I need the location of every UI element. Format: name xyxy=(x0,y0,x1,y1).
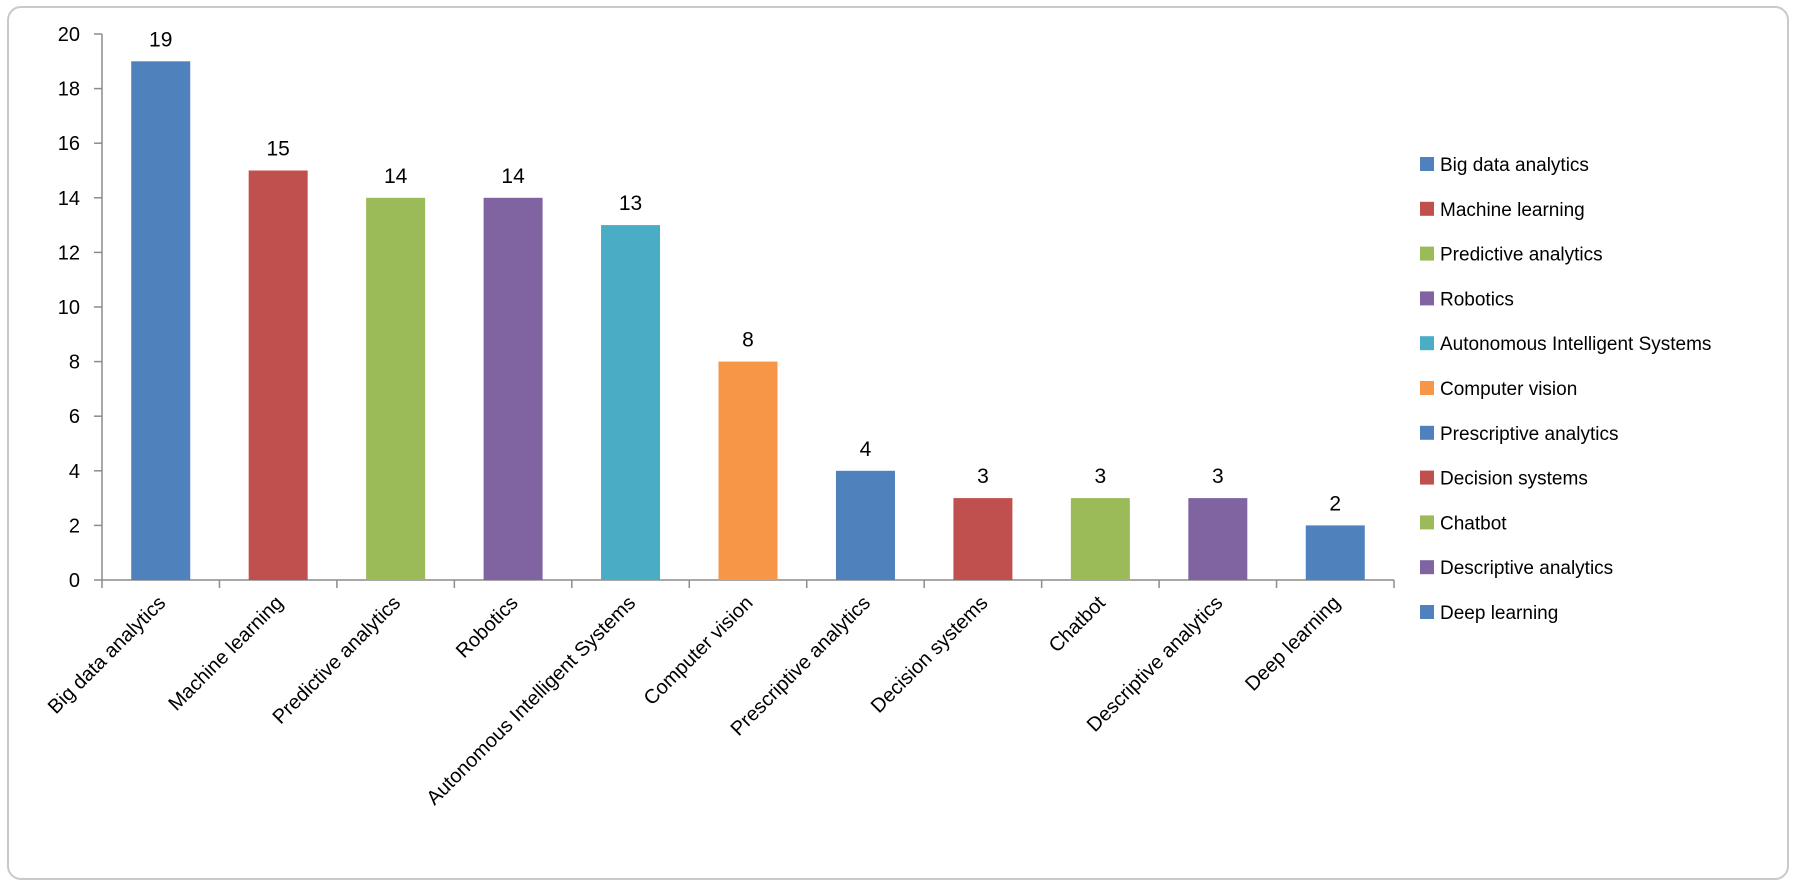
legend-swatch xyxy=(1420,381,1434,395)
y-tick-label: 12 xyxy=(58,242,80,264)
x-tick-label: Machine learning xyxy=(164,592,287,715)
bar xyxy=(1305,525,1365,580)
y-tick-label: 18 xyxy=(58,79,80,101)
y-tick-label: 6 xyxy=(69,406,80,428)
x-tick-label: Deep learning xyxy=(1241,592,1345,696)
x-tick-label: Predictive analytics xyxy=(269,592,406,729)
bar xyxy=(366,197,426,581)
legend-swatch xyxy=(1420,605,1434,619)
legend-label: Chatbot xyxy=(1440,513,1507,534)
x-tick-label: Autonomous Intelligent Systems xyxy=(423,592,641,810)
legend-label: Machine learning xyxy=(1440,200,1585,221)
data-label: 14 xyxy=(501,165,525,188)
legend-label: Robotics xyxy=(1440,289,1514,310)
legend-label: Computer vision xyxy=(1440,379,1577,400)
bar xyxy=(131,61,191,581)
data-label: 13 xyxy=(619,192,642,215)
data-label: 19 xyxy=(149,28,172,51)
legend-swatch xyxy=(1420,515,1434,530)
legend-swatch xyxy=(1420,336,1434,351)
y-tick-label: 10 xyxy=(58,297,80,319)
x-tick-label: Robotics xyxy=(452,592,523,663)
y-tick-label: 8 xyxy=(69,352,80,374)
bar xyxy=(601,225,661,580)
data-label: 14 xyxy=(384,165,408,188)
data-label: 3 xyxy=(1095,465,1107,488)
legend: Big data analytics Machine learning Predic… xyxy=(1420,155,1711,624)
tick-labels: 0 2 4 6 8 10 12 14 16 18 20 Big data analyticsMachi… xyxy=(44,24,1345,810)
legend-label: Descriptive analytics xyxy=(1440,558,1613,579)
legend-label: Deep learning xyxy=(1440,603,1558,624)
bar xyxy=(483,197,543,581)
data-label: 4 xyxy=(860,438,872,461)
legend-swatch xyxy=(1420,246,1434,261)
y-tick-label: 0 xyxy=(69,570,80,592)
x-tick-label: Computer vision xyxy=(640,592,758,710)
legend-label: Prescriptive analytics xyxy=(1440,424,1618,445)
legend-swatch xyxy=(1420,425,1434,440)
x-tick-label: Big data analytics xyxy=(44,592,170,718)
data-labels: 19 15 14 14 13 8 4 3 3 3 2 xyxy=(149,28,1341,515)
legend-swatch xyxy=(1420,291,1434,306)
legend-swatch xyxy=(1420,470,1434,485)
y-tick-label: 20 xyxy=(58,24,80,46)
legend-label: Big data analytics xyxy=(1440,155,1589,176)
bar xyxy=(1070,498,1130,580)
y-tick-label: 14 xyxy=(58,188,80,210)
data-label: 3 xyxy=(977,465,989,488)
bar xyxy=(718,361,778,580)
x-tick-label: Decision systems xyxy=(867,592,993,718)
bar xyxy=(1188,498,1248,580)
legend-swatch xyxy=(1420,560,1434,575)
data-label: 2 xyxy=(1329,492,1341,515)
legend-swatch xyxy=(1420,157,1434,171)
legend-label: Predictive analytics xyxy=(1440,245,1603,266)
bar xyxy=(953,498,1013,580)
data-label: 15 xyxy=(267,138,290,161)
y-tick-label: 2 xyxy=(69,515,80,537)
data-label: 8 xyxy=(742,329,754,352)
data-label: 3 xyxy=(1212,465,1224,488)
y-tick-label: 4 xyxy=(69,461,80,483)
legend-label: Autonomous Intelligent Systems xyxy=(1440,334,1711,355)
x-tick-label: Chatbot xyxy=(1045,592,1110,657)
bars xyxy=(131,61,1365,581)
legend-swatch xyxy=(1420,201,1434,216)
legend-label: Decision systems xyxy=(1440,469,1588,490)
bar xyxy=(835,470,895,580)
bar xyxy=(248,170,308,580)
x-tick-label: Descriptive analytics xyxy=(1083,592,1227,736)
y-tick-label: 16 xyxy=(58,133,80,155)
